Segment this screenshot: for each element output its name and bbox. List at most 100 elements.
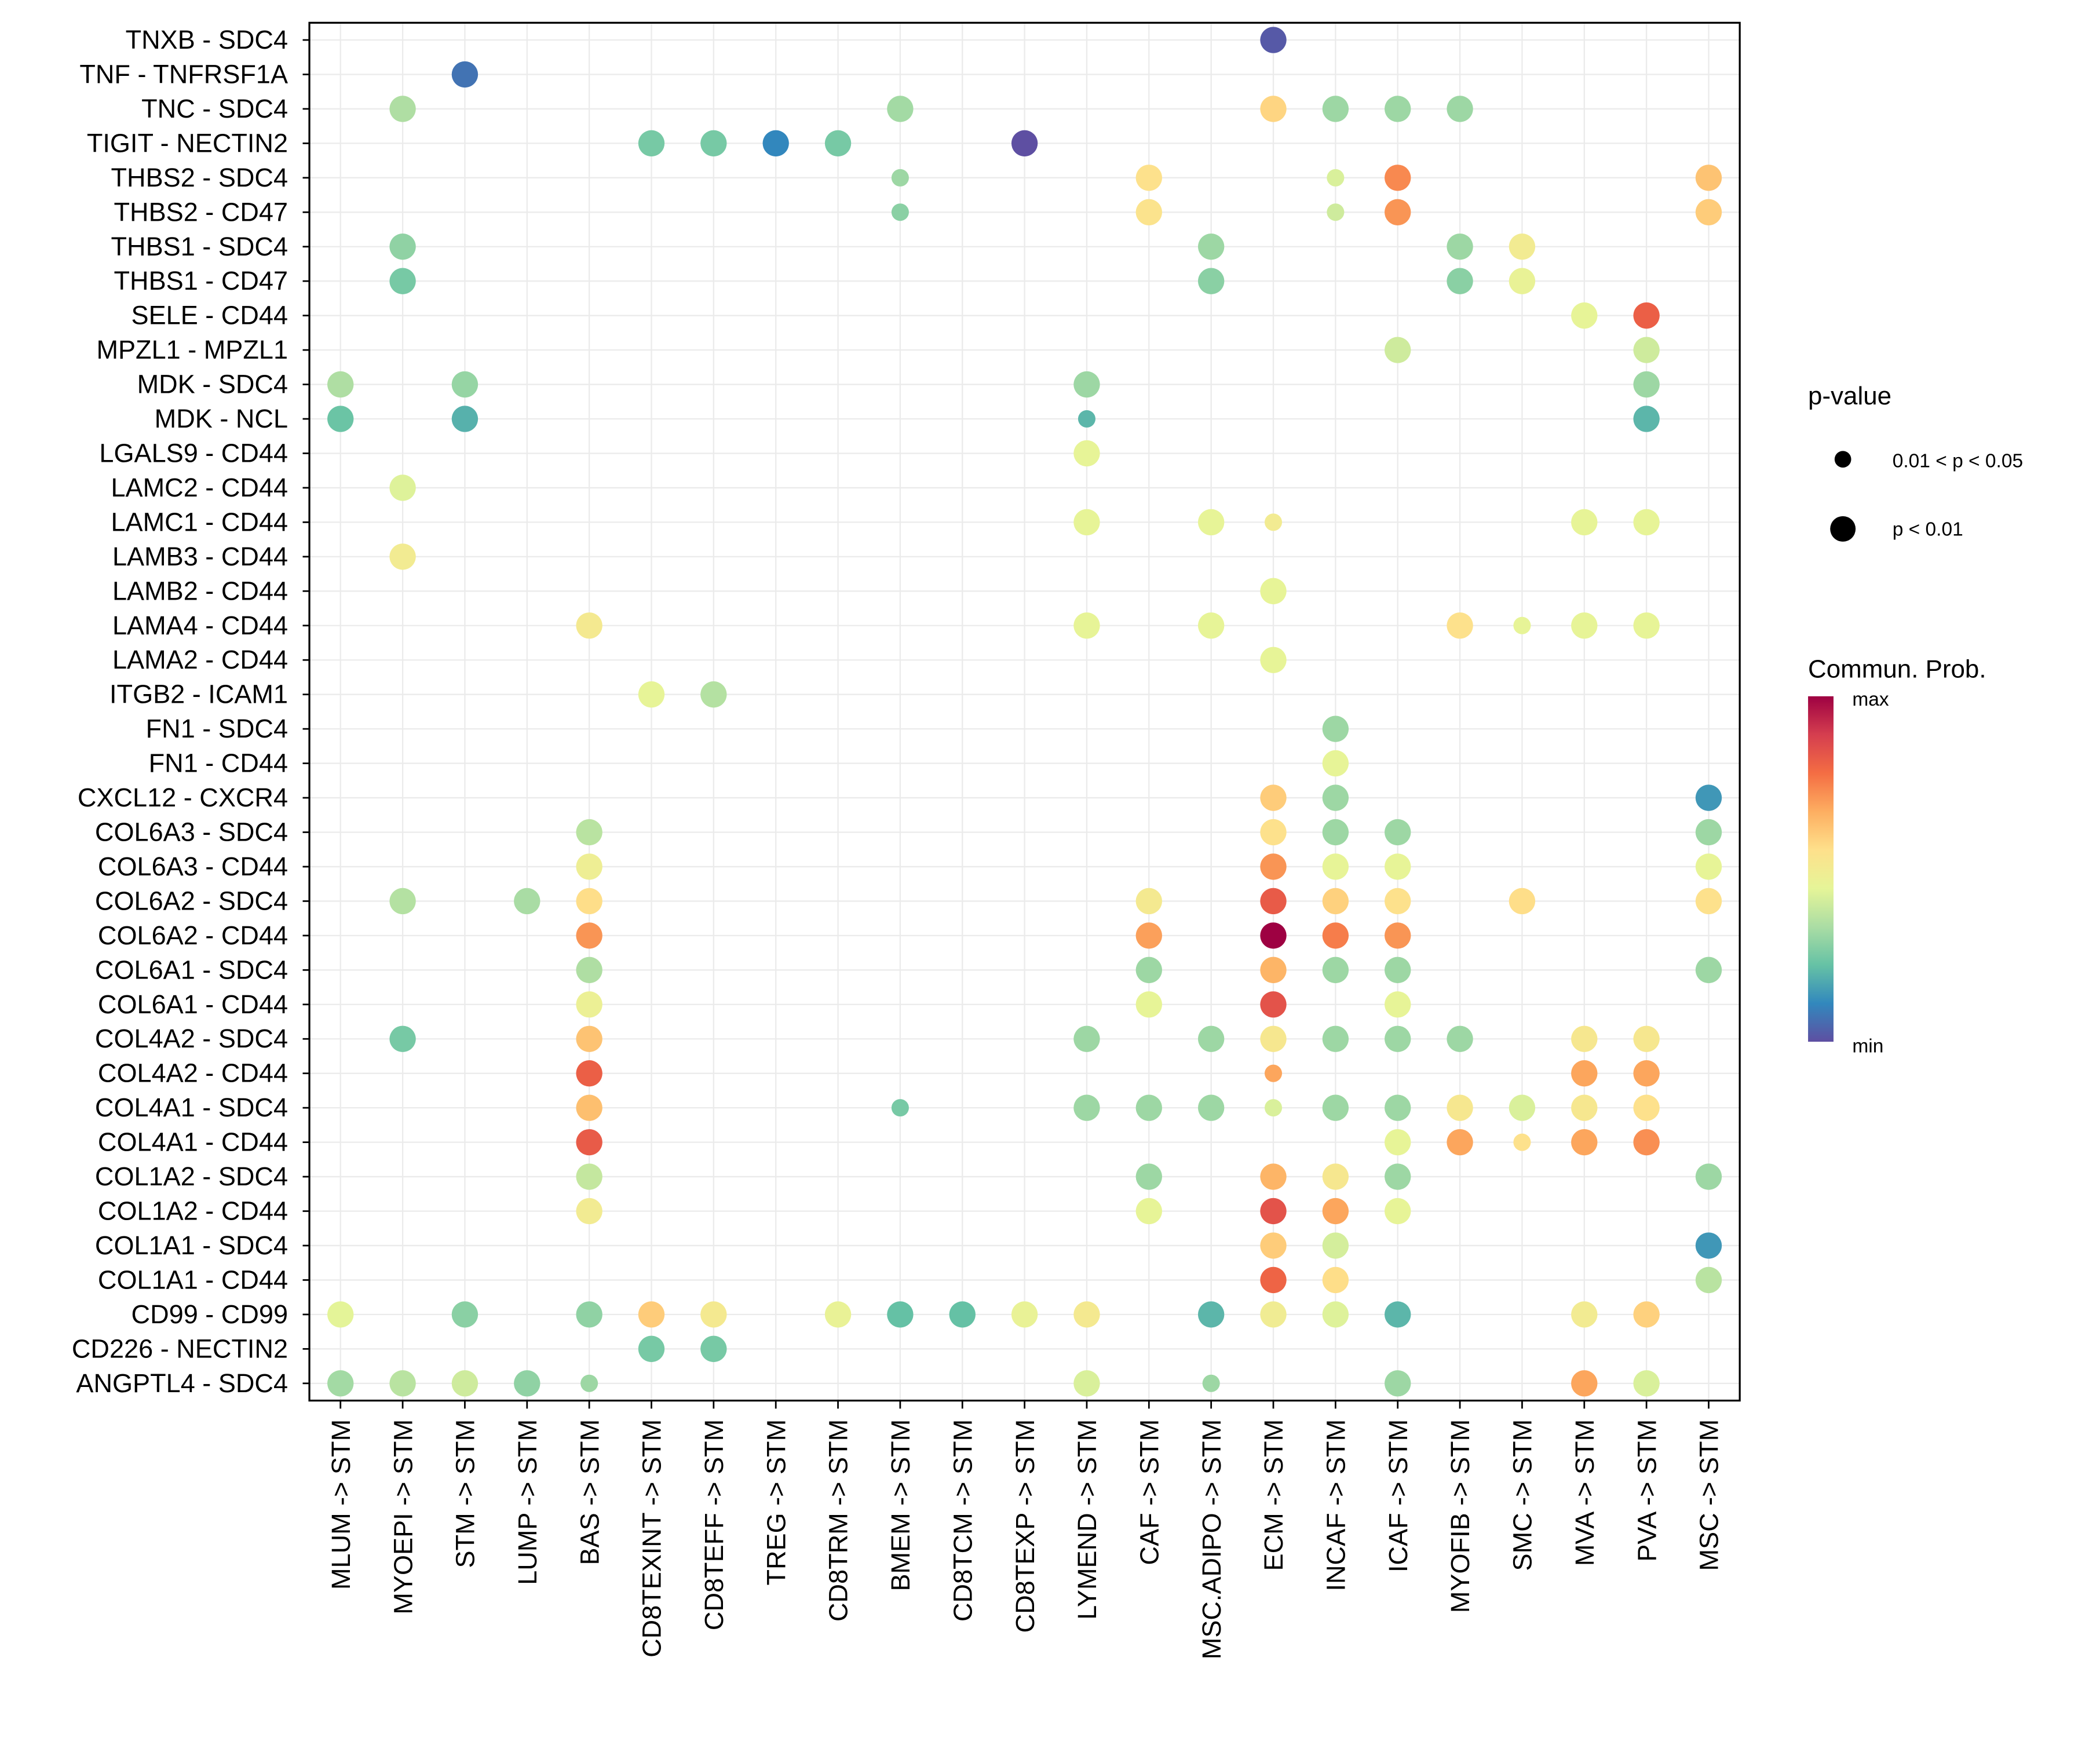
y-tick-label: LAMA4 - CD44 [112, 611, 288, 640]
data-point: COL6A1 - CD44 | ICAF -> STM [1385, 991, 1411, 1018]
data-point: COL1A1 - CD44 | ECM -> STM [1260, 1266, 1287, 1294]
data-point: LGALS9 - CD44 | LYMEND -> STM [1073, 440, 1100, 467]
data-point: ANGPTL4 - SDC4 | PVA -> STM [1633, 1370, 1660, 1397]
data-point: THBS2 - CD47 | INCAF -> STM [1327, 203, 1345, 221]
colorbar-min-label: min [1852, 1036, 1883, 1057]
data-point: COL1A2 - SDC4 | ICAF -> STM [1385, 1163, 1411, 1190]
data-point: ANGPTL4 - SDC4 | MVA -> STM [1571, 1370, 1598, 1397]
data-point: TIGIT - NECTIN2 | CD8TRM -> STM [824, 130, 852, 157]
data-point: LAMC1 - CD44 | MVA -> STM [1571, 509, 1598, 536]
data-point: COL4A2 - CD44 | MVA -> STM [1571, 1060, 1598, 1087]
data-point: ITGB2 - ICAM1 | CD8TEXINT -> STM [638, 681, 665, 708]
x-tick-label: BAS -> STM [575, 1419, 604, 1565]
data-point: COL1A2 - CD44 | BAS -> STM [576, 1198, 602, 1225]
data-point: THBS1 - SDC4 | MSC.ADIPO -> STM [1198, 233, 1225, 260]
data-point: CD99 - CD99 | MLUM -> STM [327, 1301, 354, 1328]
data-point: COL6A3 - SDC4 | BAS -> STM [576, 819, 602, 846]
x-tick-label: MSC.ADIPO -> STM [1197, 1419, 1226, 1659]
data-point: ITGB2 - ICAM1 | CD8TEFF -> STM [700, 681, 727, 708]
y-tick-label: COL1A1 - SDC4 [95, 1231, 288, 1260]
data-point: CD99 - CD99 | BAS -> STM [576, 1301, 602, 1328]
data-point: LAMA4 - CD44 | PVA -> STM [1633, 612, 1660, 639]
data-point: CD99 - CD99 | ICAF -> STM [1385, 1301, 1411, 1328]
data-point: COL1A1 - CD44 | MSC -> STM [1695, 1266, 1722, 1294]
data-point: LAMA4 - CD44 | LYMEND -> STM [1073, 612, 1100, 639]
y-tick-label: COL1A2 - CD44 [98, 1196, 288, 1226]
y-tick-label: COL4A2 - SDC4 [95, 1024, 288, 1053]
y-tick-label: TNC - SDC4 [141, 94, 288, 123]
data-point: COL1A2 - SDC4 | MSC -> STM [1695, 1163, 1722, 1190]
data-point: LAMB2 - CD44 | ECM -> STM [1260, 578, 1287, 604]
data-point: COL1A2 - SDC4 | ECM -> STM [1260, 1163, 1287, 1190]
data-point: TNC - SDC4 | INCAF -> STM [1322, 96, 1349, 122]
data-point: SELE - CD44 | PVA -> STM [1633, 302, 1660, 329]
data-point: MPZL1 - MPZL1 | ICAF -> STM [1385, 337, 1411, 363]
data-point: CD99 - CD99 | CD8TRM -> STM [824, 1301, 852, 1328]
data-point: TNC - SDC4 | BMEM -> STM [887, 96, 914, 122]
x-tick-label: SMC -> STM [1508, 1419, 1537, 1571]
data-point: COL6A1 - CD44 | CAF -> STM [1135, 991, 1162, 1018]
data-point: COL4A2 - SDC4 | MYOEPI -> STM [389, 1025, 416, 1052]
y-tick-label: TNF - TNFRSF1A [79, 60, 288, 89]
data-point: ANGPTL4 - SDC4 | MSC.ADIPO -> STM [1202, 1374, 1220, 1392]
x-tick-label: MLUM -> STM [326, 1419, 356, 1590]
data-point: COL4A2 - CD44 | ECM -> STM [1264, 1064, 1283, 1082]
data-point: COL6A1 - SDC4 | ICAF -> STM [1385, 957, 1411, 983]
x-tick-label: PVA -> STM [1632, 1419, 1661, 1562]
data-point: COL6A1 - SDC4 | CAF -> STM [1135, 957, 1162, 983]
data-point: COL6A1 - SDC4 | INCAF -> STM [1322, 957, 1349, 983]
data-point: LAMC2 - CD44 | MYOEPI -> STM [389, 474, 416, 501]
data-point: COL6A2 - SDC4 | ICAF -> STM [1385, 888, 1411, 915]
y-axis: TNXB - SDC4 TNF - TNFRSF1A TNC - SDC4 TIGIT… [72, 25, 310, 1398]
y-tick-label: CD226 - NECTIN2 [72, 1334, 288, 1363]
colorbar [1808, 696, 1834, 1042]
x-tick-label: MYOEPI -> STM [388, 1419, 418, 1615]
x-tick-label: CD8TRM -> STM [824, 1419, 853, 1622]
data-point: ANGPTL4 - SDC4 | MLUM -> STM [327, 1370, 354, 1397]
data-point: THBS2 - CD47 | MSC -> STM [1695, 199, 1722, 225]
data-point: COL1A2 - CD44 | INCAF -> STM [1322, 1198, 1349, 1225]
y-tick-label: MDK - NCL [155, 404, 288, 433]
data-point: COL6A2 - CD44 | ECM -> STM [1260, 922, 1287, 949]
data-point: COL4A1 - SDC4 | ECM -> STM [1264, 1099, 1283, 1117]
data-point: COL6A3 - CD44 | ICAF -> STM [1385, 853, 1411, 880]
data-point: ANGPTL4 - SDC4 | MYOEPI -> STM [389, 1370, 416, 1397]
y-tick-label: LAMC2 - CD44 [111, 473, 288, 502]
y-tick-label: COL6A1 - SDC4 [95, 955, 288, 984]
data-point: SELE - CD44 | MVA -> STM [1571, 302, 1598, 329]
data-point: ANGPTL4 - SDC4 | ICAF -> STM [1385, 1370, 1411, 1397]
data-point: ANGPTL4 - SDC4 | BAS -> STM [580, 1374, 598, 1392]
data-point: COL6A2 - CD44 | ICAF -> STM [1385, 922, 1411, 949]
data-point: COL4A2 - SDC4 | BAS -> STM [576, 1025, 602, 1052]
data-point: COL4A2 - SDC4 | MYOFIB -> STM [1447, 1025, 1473, 1052]
data-point: THBS2 - SDC4 | CAF -> STM [1135, 165, 1162, 191]
data-point: COL4A1 - CD44 | BAS -> STM [576, 1129, 602, 1156]
data-point: COL1A1 - CD44 | INCAF -> STM [1322, 1266, 1349, 1294]
data-point: COL6A3 - SDC4 | INCAF -> STM [1322, 819, 1349, 846]
data-point: COL4A1 - SDC4 | BAS -> STM [576, 1094, 602, 1121]
data-point: CD99 - CD99 | LYMEND -> STM [1073, 1301, 1100, 1328]
data-point: COL6A2 - SDC4 | MYOEPI -> STM [389, 888, 416, 915]
data-point: FN1 - CD44 | INCAF -> STM [1322, 750, 1349, 777]
data-point: MDK - NCL | PVA -> STM [1633, 406, 1660, 432]
y-tick-label: COL4A2 - CD44 [98, 1058, 288, 1088]
y-tick-label: THBS2 - CD47 [114, 197, 288, 227]
x-tick-label: CAF -> STM [1134, 1419, 1164, 1565]
data-point: COL6A3 - CD44 | INCAF -> STM [1322, 853, 1349, 880]
data-point: COL1A2 - CD44 | CAF -> STM [1135, 1198, 1162, 1225]
legend: p-value 0.01 < p < 0.05 p < 0.01 Commun.… [1808, 382, 2023, 1057]
x-tick-label: CD8TCM -> STM [948, 1419, 977, 1622]
x-tick-label: BMEM -> STM [886, 1419, 915, 1591]
data-point: COL1A2 - SDC4 | INCAF -> STM [1322, 1163, 1349, 1190]
data-point: CD99 - CD99 | STM -> STM [451, 1301, 479, 1328]
legend-size-title: p-value [1808, 382, 1891, 410]
data-point: LAMC1 - CD44 | MSC.ADIPO -> STM [1198, 509, 1225, 536]
x-tick-label: ECM -> STM [1259, 1419, 1288, 1571]
data-point: LAMC1 - CD44 | PVA -> STM [1633, 509, 1660, 536]
data-point: COL4A1 - SDC4 | MVA -> STM [1571, 1094, 1598, 1121]
data-point: CD226 - NECTIN2 | CD8TEXINT -> STM [638, 1335, 665, 1362]
data-point: THBS1 - CD47 | SMC -> STM [1509, 268, 1536, 294]
data-point: CD99 - CD99 | CD8TEXP -> STM [1011, 1301, 1038, 1328]
y-tick-label: LAMB3 - CD44 [112, 542, 288, 571]
